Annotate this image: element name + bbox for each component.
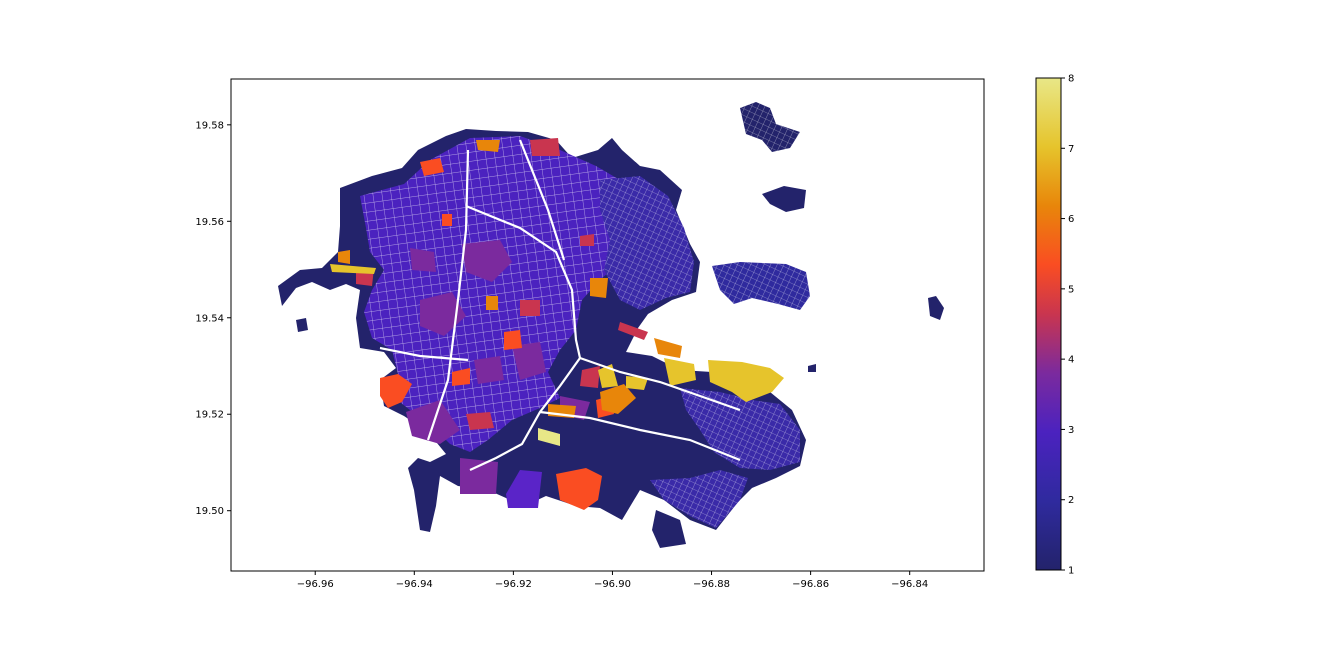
colorbar: 1 2 3 4 5 6 7 8 [1035,74,1074,577]
outlier-east [762,186,806,212]
zone-value-6 [654,338,682,358]
x-axis: −96.96 −96.94 −96.92 −96.90 −96.88 −96.86 −96.… [297,571,928,590]
outlier-northeast-grid [740,102,800,152]
zone-value-4 [466,412,494,430]
zone-value-6 [600,384,636,414]
zone-value-6 [338,250,350,264]
zone-value-5 [556,468,602,510]
colorbar-tick-label: 7 [1068,144,1074,155]
x-tick-label: −96.92 [495,579,532,590]
zone-value-5 [442,214,452,226]
outlier-far-east [928,296,944,320]
urban-block-grid [360,136,640,452]
zone-value-3 [506,470,542,508]
x-tick-label: −96.88 [693,579,730,590]
map-axes: −96.96 −96.94 −96.92 −96.90 −96.88 −96.86 −96.… [195,78,985,590]
zone-value-5 [420,158,444,176]
zone-value-6 [476,140,500,152]
zone-value-5 [380,374,412,408]
zone-value-6 [590,278,608,298]
outlying-areas [296,102,944,548]
urban-grid-east [600,176,694,310]
colorbar-tick-label: 6 [1068,214,1074,225]
zone-value-3 [410,248,436,272]
colorbar-tick-label: 3 [1068,425,1074,436]
outlier-southeast [652,510,686,548]
x-tick-label: −96.84 [891,579,928,590]
zone-value-5 [452,368,470,386]
y-tick-label: 19.56 [195,217,224,228]
x-tick-label: −96.90 [594,579,631,590]
outlier-small-east [808,364,816,372]
zone-value-6 [486,296,498,310]
zone-value-7 [708,360,784,402]
colorbar-ticks: 1 2 3 4 5 6 7 8 [1061,74,1074,577]
urban-grid-southeast [680,388,800,470]
colorbar-tick-label: 8 [1068,74,1074,85]
y-tick-label: 19.50 [195,506,224,517]
x-tick-label: −96.94 [396,579,433,590]
map-regions [278,129,806,532]
x-tick-label: −96.86 [792,579,829,590]
map-axes-frame [230,78,985,572]
zone-value-8 [538,428,560,446]
outlier-west [296,318,308,332]
y-tick-label: 19.58 [195,120,224,131]
colorbar-tick-label: 5 [1068,284,1074,295]
zone-value-4 [580,366,600,388]
zone-value-3 [474,356,504,384]
zone-value-3 [462,240,512,282]
colorbar-tick-label: 1 [1068,566,1074,577]
outlier-east-2-grid [712,262,810,310]
road-network [379,139,741,471]
zone-value-7 [330,264,376,274]
x-tick-label: −96.96 [297,579,334,590]
zone-value-5 [504,330,522,350]
y-axis: 19.58 19.56 19.54 19.52 19.50 [195,120,231,517]
y-tick-label: 19.54 [195,313,224,324]
y-tick-label: 19.52 [195,410,224,421]
zone-value-4 [580,234,594,246]
urban-grid-south [650,470,748,528]
zone-value-4 [520,300,540,316]
zone-value-4 [618,322,648,340]
colorbar-tick-label: 2 [1068,495,1074,506]
zone-value-4 [530,138,560,156]
colorbar-gradient [1036,78,1061,570]
colorbar-frame [1035,77,1062,571]
zone-value-7 [664,358,696,386]
zone-value-3 [460,458,498,494]
colorbar-tick-label: 4 [1068,355,1074,366]
zone-value-7 [626,376,648,390]
zone-value-3 [512,342,546,380]
